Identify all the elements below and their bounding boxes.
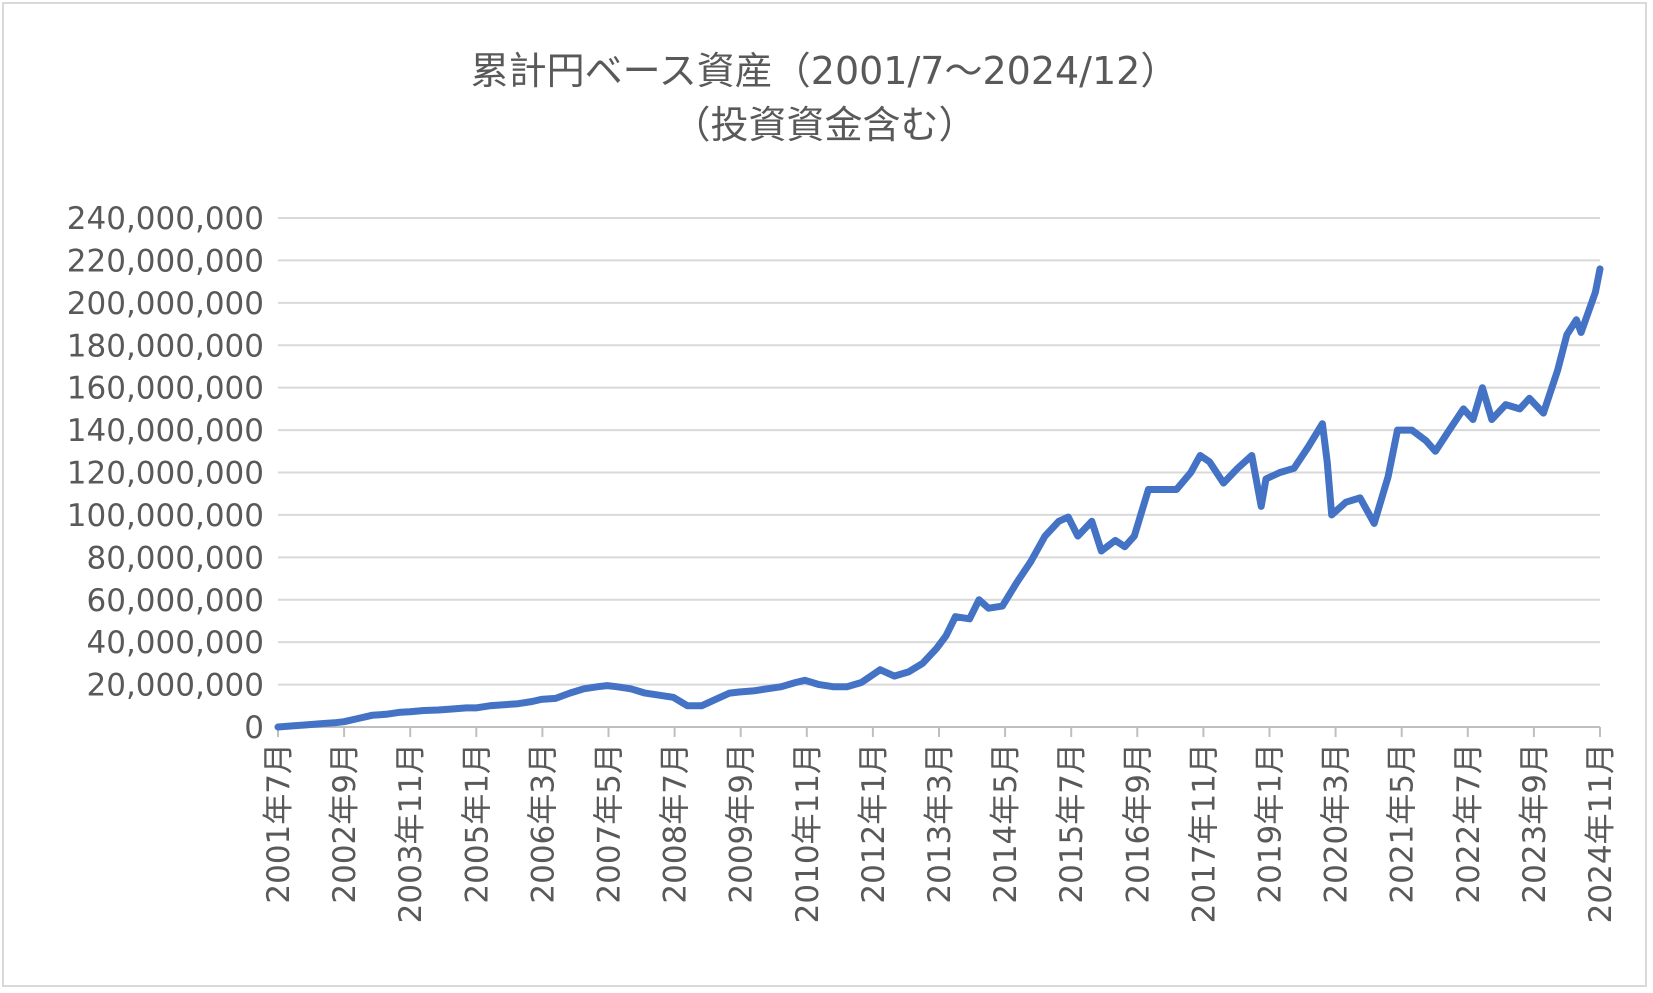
y-tick-label: 120,000,000	[67, 456, 264, 492]
x-tick-label: 2001年7月	[261, 743, 297, 904]
x-tick-label: 2003年11月	[393, 743, 429, 923]
y-tick-label: 220,000,000	[67, 243, 264, 279]
x-tick-label: 2012年1月	[856, 743, 892, 904]
x-tick-label: 2005年1月	[459, 743, 495, 904]
y-tick-label: 60,000,000	[87, 583, 265, 619]
x-tick-label: 2022年7月	[1451, 743, 1487, 904]
x-tick-label: 2024年11月	[1583, 743, 1619, 923]
x-tick-label: 2007年5月	[592, 743, 628, 904]
x-tick-label: 2006年3月	[525, 743, 561, 904]
chart-title-line-2: （投資資金含む）	[672, 103, 977, 147]
x-tick-label: 2017年11月	[1186, 743, 1222, 923]
chart-title: 累計円ベース資産（2001/7～2024/12） （投資資金含む）	[4, 44, 1645, 152]
y-tick-label: 80,000,000	[87, 540, 265, 576]
x-tick-label: 2013年3月	[922, 743, 958, 904]
x-tick-label: 2023年9月	[1517, 743, 1553, 904]
x-tick-label: 2014年5月	[988, 743, 1024, 904]
series-line	[274, 265, 1604, 731]
x-tick-label: 2019年1月	[1253, 743, 1289, 904]
y-tick-label: 140,000,000	[67, 413, 264, 449]
y-tick-label: 200,000,000	[67, 286, 264, 322]
y-tick-label: 20,000,000	[87, 668, 265, 704]
x-tick-label: 2009年9月	[724, 743, 760, 904]
y-tick-label: 100,000,000	[67, 498, 264, 534]
x-tick-label: 2008年7月	[658, 743, 694, 904]
x-tick-label: 2021年5月	[1385, 743, 1421, 904]
x-tick-label: 2002年9月	[327, 743, 363, 904]
x-tick-label: 2016年9月	[1120, 743, 1156, 904]
x-tick-label: 2010年11月	[790, 743, 826, 923]
y-tick-label: 160,000,000	[67, 371, 264, 407]
y-tick-label: 0	[244, 710, 264, 746]
x-tick-label: 2020年3月	[1319, 743, 1355, 904]
y-tick-label: 180,000,000	[67, 328, 264, 364]
y-tick-label: 240,000,000	[67, 201, 264, 237]
x-tick-label: 2015年7月	[1054, 743, 1090, 904]
chart-title-line-1: 累計円ベース資産（2001/7～2024/12）	[470, 49, 1179, 93]
y-tick-label: 40,000,000	[87, 625, 265, 661]
